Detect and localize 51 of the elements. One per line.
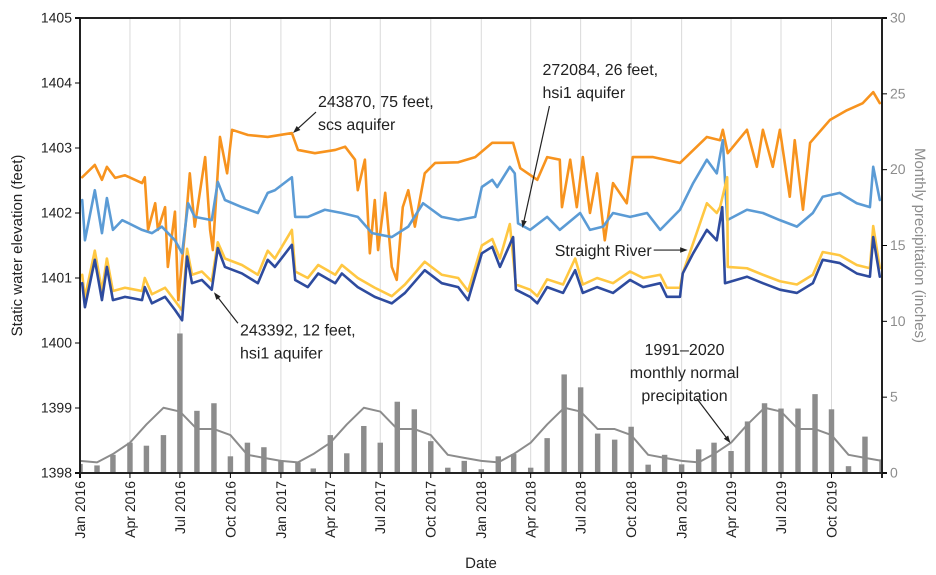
y2-tick-label: 15 [890, 236, 906, 253]
y2-tick-label: 5 [890, 388, 898, 405]
y-tick-label: 1398 [40, 464, 72, 480]
bar [344, 453, 350, 473]
x-tick-label: Jul 2019 [772, 480, 789, 534]
x-tick-label: Jul 2017 [372, 480, 388, 534]
x-tick-label: Jul 2018 [572, 480, 589, 534]
x-tick-label: Apr 2019 [722, 480, 739, 538]
bar [378, 442, 383, 473]
x-tick-label: Apr 2017 [322, 480, 338, 538]
bar [228, 456, 234, 473]
y2-tick-label: 25 [890, 85, 906, 102]
bar [544, 438, 550, 473]
x-tick-label: Jul 2016 [172, 480, 188, 534]
y2-axis-title: Monthly precipitation (inches) [911, 148, 928, 344]
bar [728, 451, 734, 473]
bar [160, 435, 166, 473]
x-tick-label: Oct 2018 [623, 480, 640, 538]
y2-tick-label: 30 [890, 9, 906, 26]
y2-tick-label: 10 [890, 312, 906, 329]
y-tick-label: 1400 [40, 334, 72, 350]
x-tick-label: Jan 2019 [674, 480, 690, 539]
annotation: 243870, 75 feet, scs aquifer [318, 94, 434, 134]
y2-tick-label: 0 [890, 464, 898, 480]
x-tick-label: Oct 2017 [422, 480, 439, 538]
x-tick-label: Oct 2019 [823, 480, 840, 538]
x-tick-label: Jan 2018 [473, 480, 490, 539]
annotation: 243392, 12 feet, hsi1 aquifer [240, 322, 356, 362]
annotation: 1991–2020 monthly normal precipitation [630, 342, 740, 406]
x-tick-label: Apr 2016 [122, 480, 138, 538]
bar [594, 434, 600, 473]
x-tick-label: Oct 2016 [222, 480, 238, 538]
x-tick-label: Apr 2018 [522, 480, 539, 538]
y-tick-label: 1401 [40, 269, 72, 286]
annotation: Straight River [554, 243, 652, 260]
y-tick-label: 1405 [40, 9, 72, 26]
bar [645, 464, 651, 473]
y-tick-label: 1404 [40, 74, 72, 90]
y-tick-label: 1402 [40, 204, 72, 220]
x-axis-title: Date [465, 555, 497, 572]
bar [144, 446, 150, 473]
annotation: 272084, 26 feet, hsi1 aquifer [542, 62, 658, 102]
y2-tick-label: 20 [890, 161, 906, 178]
line-series [80, 206, 882, 322]
bar [612, 440, 618, 473]
x-tick-label: Jan 2016 [72, 480, 88, 539]
y-axis-title: Static water elevation (feet) [9, 154, 26, 336]
x-tick-label: Jan 2017 [272, 480, 289, 539]
y-tick-label: 1403 [40, 139, 72, 156]
y-tick-label: 1399 [40, 399, 72, 416]
bar [361, 426, 367, 473]
